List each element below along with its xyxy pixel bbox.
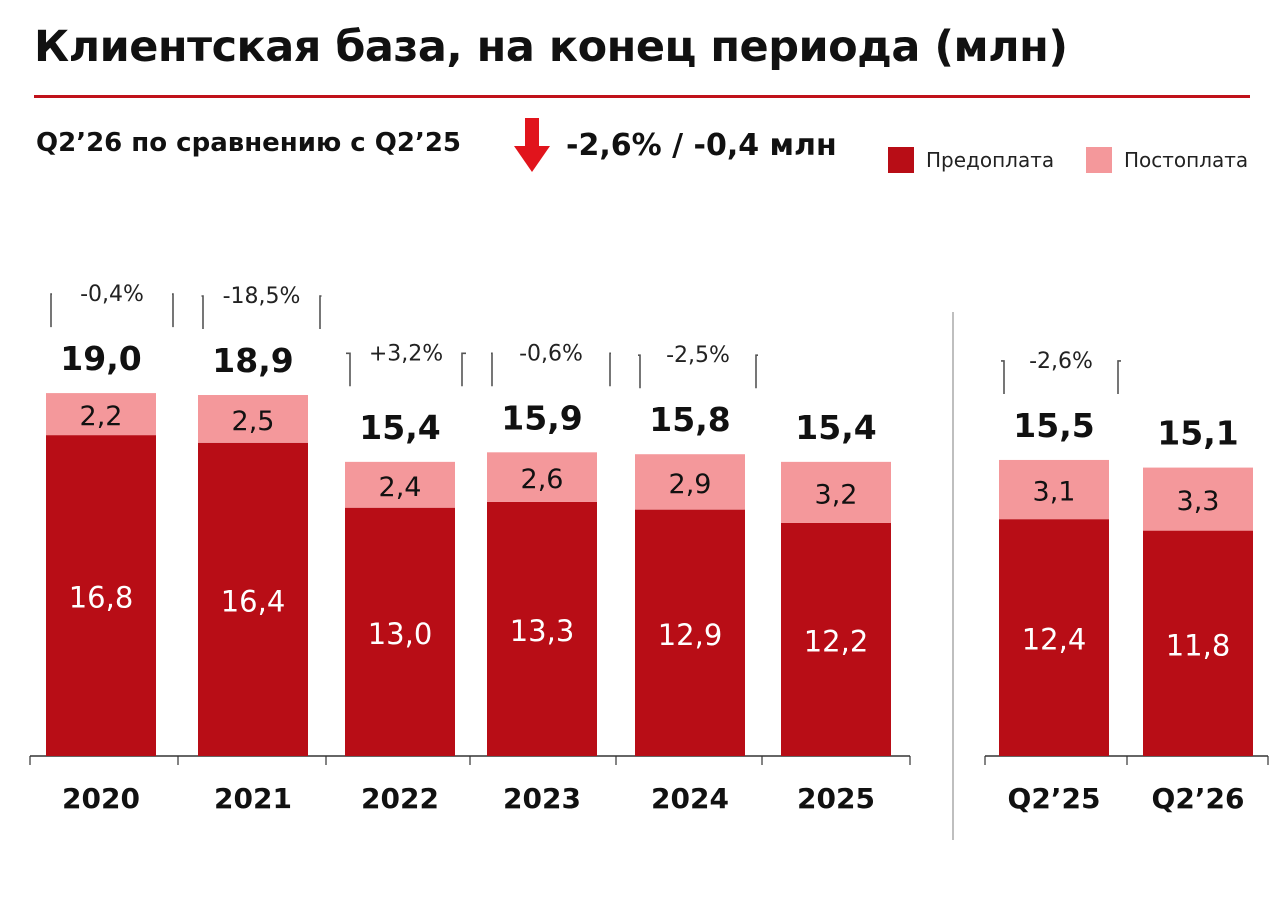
value-label-prepaid-5: 12,2 (804, 624, 869, 658)
bar-prepaid-3 (487, 501, 597, 756)
bar-postpaid-2 (345, 461, 455, 508)
total-label-4: 15,8 (649, 400, 730, 439)
total-label-7: 15,1 (1157, 414, 1238, 453)
value-label-postpaid-4: 2,9 (669, 469, 712, 500)
change-label-0: -0,4% (80, 282, 144, 307)
bar-postpaid-1 (198, 395, 308, 443)
bar-prepaid-6 (999, 519, 1109, 756)
value-label-postpaid-6: 3,1 (1033, 477, 1076, 508)
bar-prepaid-2 (345, 507, 455, 756)
value-label-prepaid-0: 16,8 (69, 581, 134, 615)
value-label-prepaid-1: 16,4 (221, 584, 286, 618)
bar-postpaid-5 (781, 461, 891, 523)
legend-label-prepaid: Предоплата (926, 148, 1055, 172)
x-tick-label-3: 2023 (503, 782, 581, 815)
change-bracket-1 (201, 295, 322, 330)
title-divider (34, 95, 1250, 98)
change-bracket-4 (638, 354, 758, 389)
x-tick-label-5: 2025 (797, 782, 875, 815)
bar-postpaid-4 (635, 454, 745, 510)
legend-item-postpaid: Постоплата (1086, 147, 1248, 173)
chart-title: Клиентская база, на конец периода (млн) (34, 22, 1068, 72)
change-bracket-2 (346, 352, 466, 387)
total-label-1: 18,9 (212, 341, 293, 380)
change-bracket-0 (50, 293, 174, 328)
value-label-postpaid-0: 2,2 (80, 401, 123, 432)
bar-postpaid-7 (1143, 467, 1253, 531)
total-label-5: 15,4 (795, 408, 876, 447)
value-label-postpaid-2: 2,4 (379, 472, 422, 503)
value-label-prepaid-3: 13,3 (510, 614, 575, 648)
change-label-4: -2,5% (666, 343, 730, 368)
change-label-2: +3,2% (369, 341, 443, 366)
value-label-postpaid-3: 2,6 (521, 464, 564, 495)
value-label-postpaid-1: 2,5 (232, 406, 275, 437)
bar-postpaid-6 (999, 459, 1109, 520)
x-tick-label-1: 2021 (214, 782, 292, 815)
comparison-label: Q2’26 по сравнению с Q2’25 (36, 128, 462, 158)
x-tick-label-4: 2024 (651, 782, 729, 815)
bar-prepaid-7 (1143, 530, 1253, 756)
change-label-5: -2,6% (1029, 349, 1093, 374)
value-label-prepaid-2: 13,0 (368, 617, 433, 651)
bar-prepaid-1 (198, 442, 308, 756)
value-label-prepaid-6: 12,4 (1022, 623, 1087, 657)
bar-postpaid-0 (46, 393, 156, 436)
legend-label-postpaid: Постоплата (1124, 148, 1249, 172)
total-label-3: 15,9 (501, 398, 582, 437)
legend-item-prepaid: Предоплата (888, 147, 1054, 173)
bar-prepaid-5 (781, 522, 891, 756)
value-label-prepaid-4: 12,9 (658, 618, 723, 652)
x-tick-label-0: 2020 (62, 782, 140, 815)
change-bracket-5 (1001, 360, 1121, 394)
legend-swatch-postpaid (1086, 147, 1112, 173)
comparison-value: -2,6% / -0,4 млн (566, 128, 837, 163)
bar-postpaid-3 (487, 452, 597, 502)
bar-prepaid-4 (635, 509, 745, 756)
change-label-3: -0,6% (519, 341, 583, 366)
x-tick-label-6: Q2’25 (1008, 782, 1101, 815)
change-label-1: -18,5% (223, 284, 301, 309)
x-tick-label-7: Q2’26 (1152, 782, 1245, 815)
total-label-2: 15,4 (359, 408, 440, 447)
legend-swatch-prepaid (888, 147, 914, 173)
x-tick-label-2: 2022 (361, 782, 439, 815)
down-arrow-icon (514, 118, 550, 172)
value-label-postpaid-7: 3,3 (1177, 486, 1220, 517)
change-bracket-3 (491, 352, 611, 387)
value-label-prepaid-7: 11,8 (1166, 628, 1231, 662)
total-label-0: 19,0 (60, 339, 141, 378)
total-label-6: 15,5 (1013, 406, 1094, 445)
value-label-postpaid-5: 3,2 (815, 479, 858, 510)
bar-prepaid-0 (46, 435, 156, 756)
